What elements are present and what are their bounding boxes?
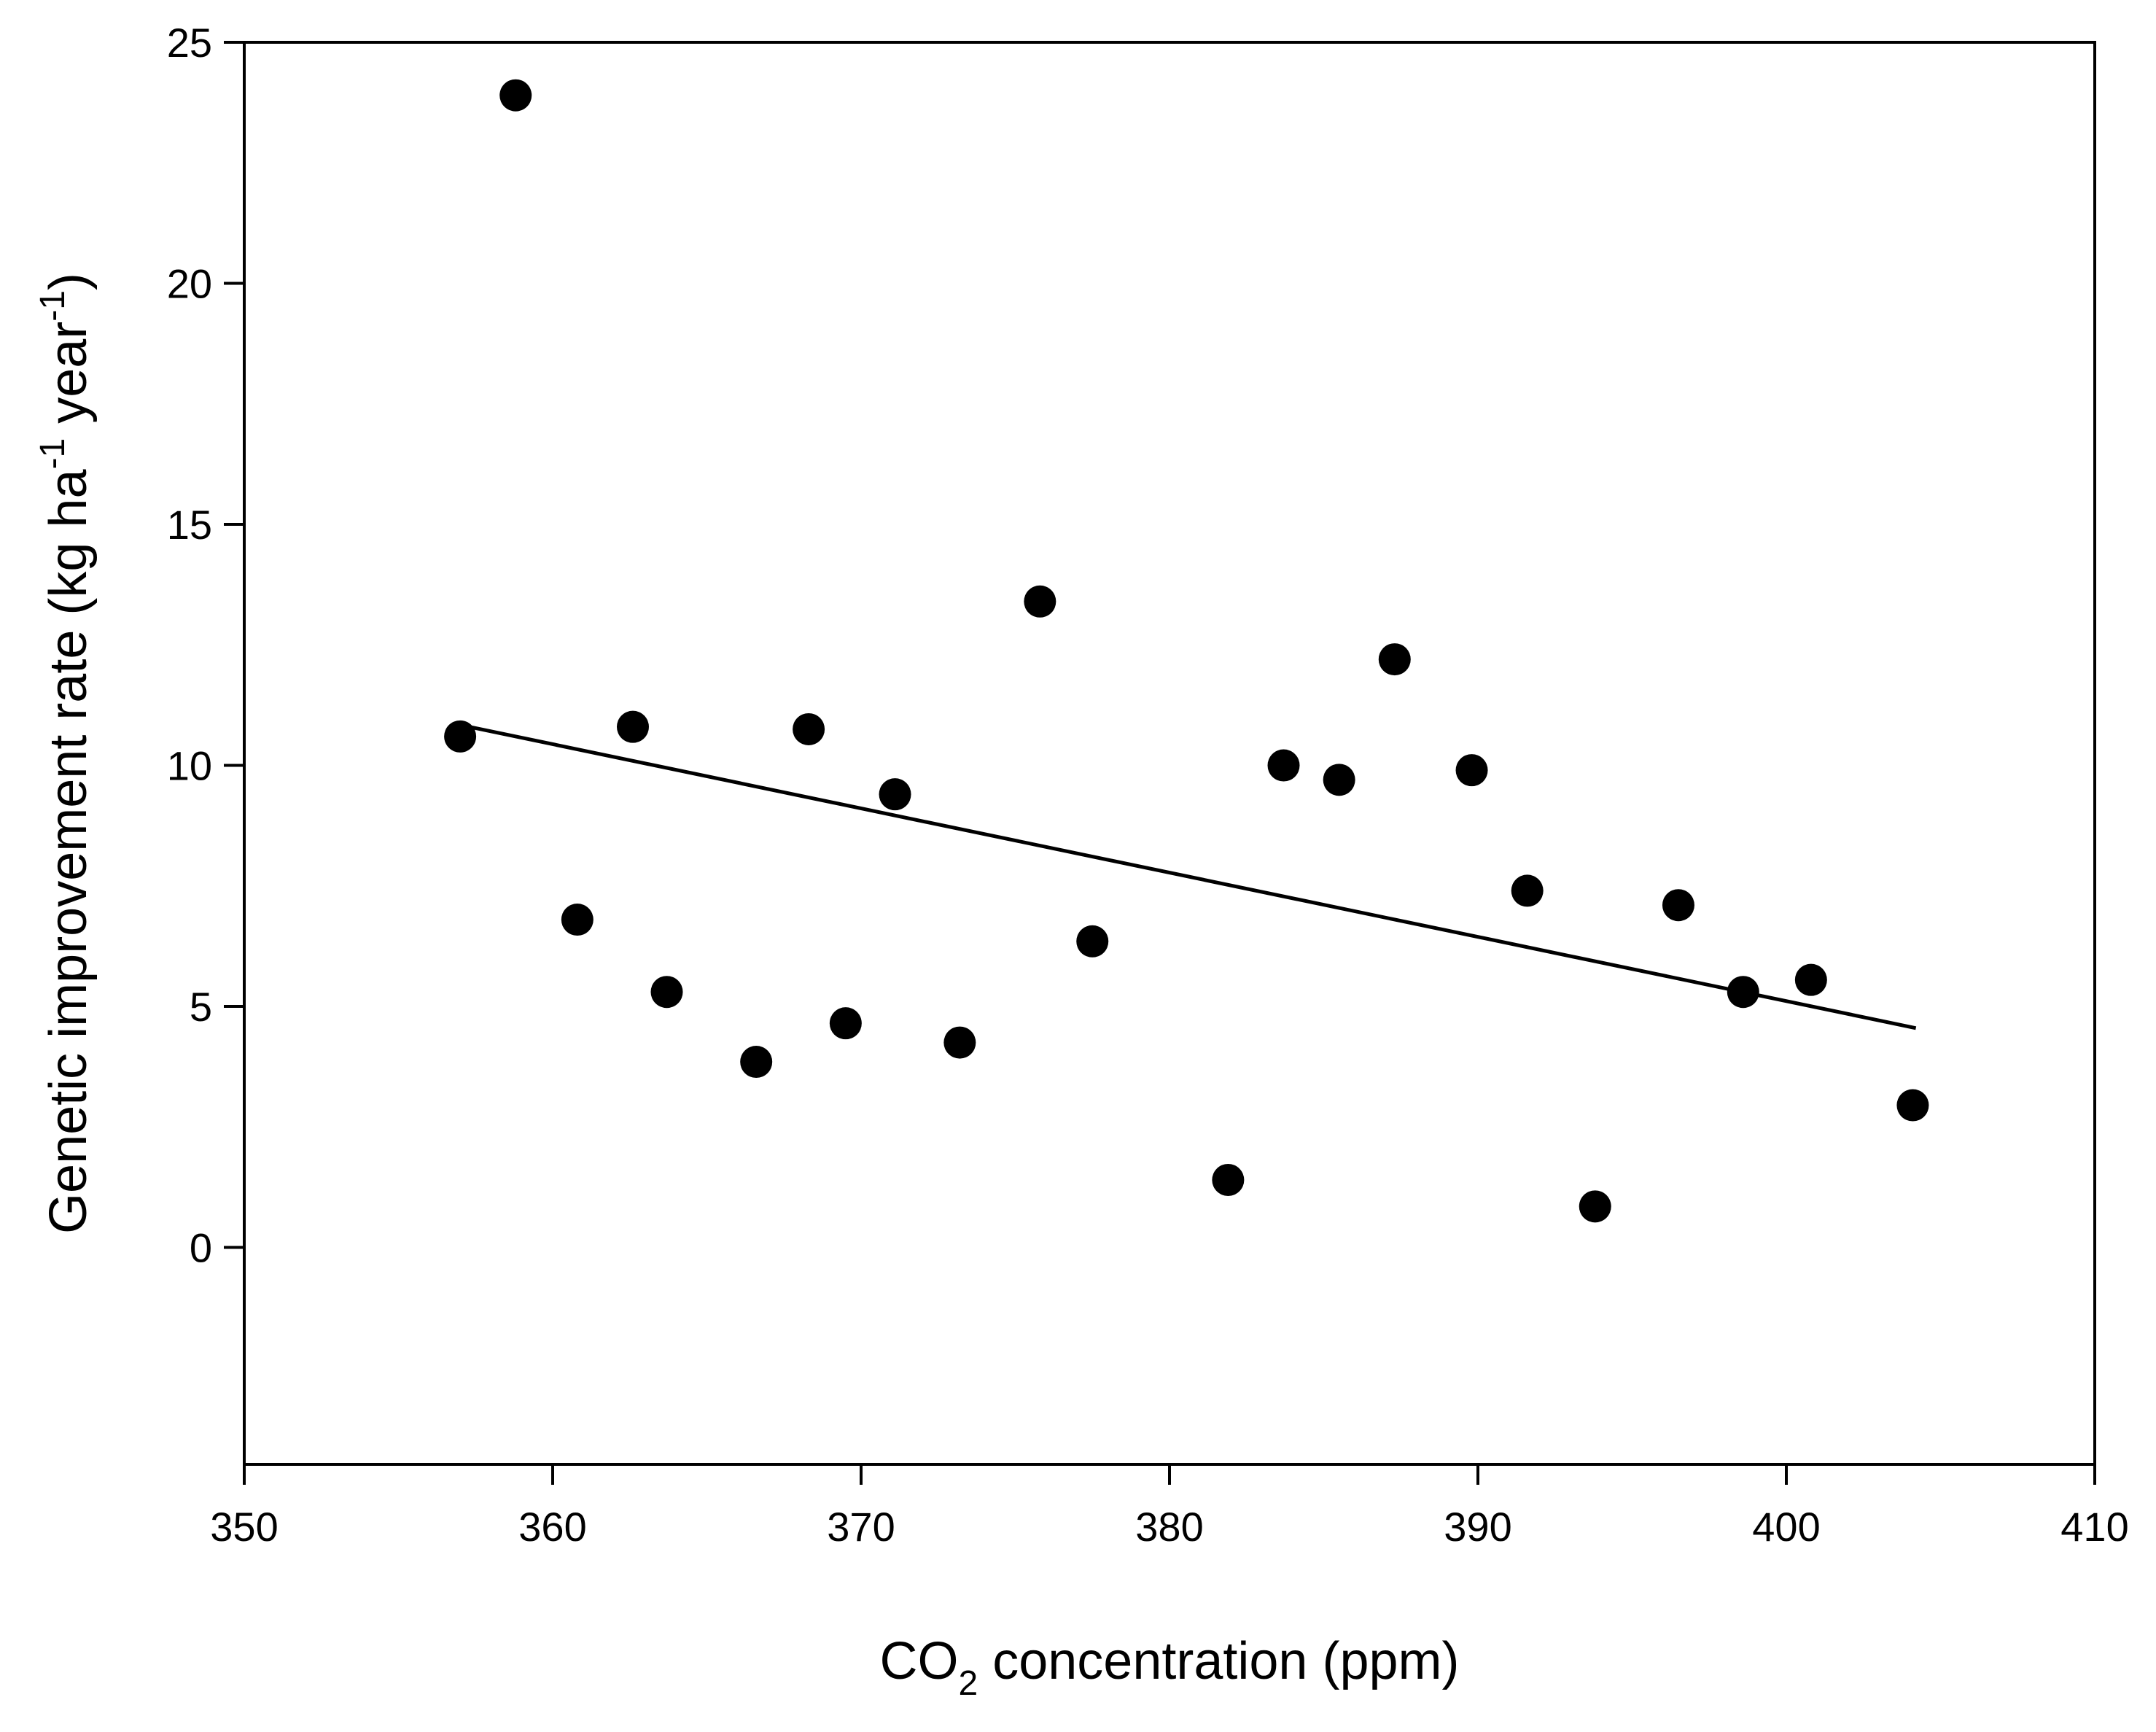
data-point [1378, 643, 1411, 676]
data-point [444, 720, 477, 753]
data-point [1579, 1190, 1611, 1223]
y-tick-label: 0 [190, 1225, 212, 1271]
data-point [1024, 585, 1056, 618]
regression-layer [469, 725, 1917, 1030]
data-point [829, 1007, 862, 1040]
y-tick-label: 10 [167, 743, 212, 789]
y-tick-label: 15 [167, 502, 212, 548]
y-tick-label: 20 [167, 261, 212, 307]
y-axis-ticks: 0 5 10 15 20 25 [167, 20, 244, 1271]
data-point [1794, 963, 1827, 996]
data-point [1267, 749, 1300, 782]
data-point [650, 976, 683, 1009]
data-point [793, 712, 825, 745]
data-point [879, 778, 911, 811]
data-point [1076, 925, 1109, 958]
plot-frame [243, 41, 2096, 1466]
points-layer [444, 79, 1929, 1223]
x-tick-label: 400 [1752, 1504, 1820, 1550]
x-tick-label: 380 [1135, 1504, 1203, 1550]
data-point [1662, 889, 1694, 922]
x-tick-label: 350 [210, 1504, 278, 1550]
y-tick-label: 5 [190, 984, 212, 1030]
data-point [1727, 976, 1759, 1009]
data-point [740, 1046, 773, 1079]
y-tick-label: 25 [167, 20, 212, 66]
y-axis-title: Genetic improvement rate (kg ha-1 year-1… [34, 273, 98, 1234]
data-point [561, 904, 594, 936]
x-tick-label: 370 [827, 1504, 895, 1550]
data-point [1212, 1164, 1245, 1196]
x-tick-label: 360 [518, 1504, 586, 1550]
data-point [1323, 764, 1355, 796]
data-point [499, 79, 532, 112]
data-point [943, 1026, 976, 1059]
regression-line [469, 725, 1917, 1030]
data-point [616, 710, 649, 743]
x-tick-label: 410 [2060, 1504, 2128, 1550]
data-point [1511, 874, 1544, 907]
x-tick-label: 390 [1444, 1504, 1511, 1550]
data-point [1455, 754, 1488, 787]
data-point [1896, 1089, 1929, 1122]
x-axis-ticks: 350 360 370 380 390 400 410 [210, 1464, 2129, 1550]
x-axis-title: CO2 concentration (ppm) [879, 1632, 1459, 1703]
